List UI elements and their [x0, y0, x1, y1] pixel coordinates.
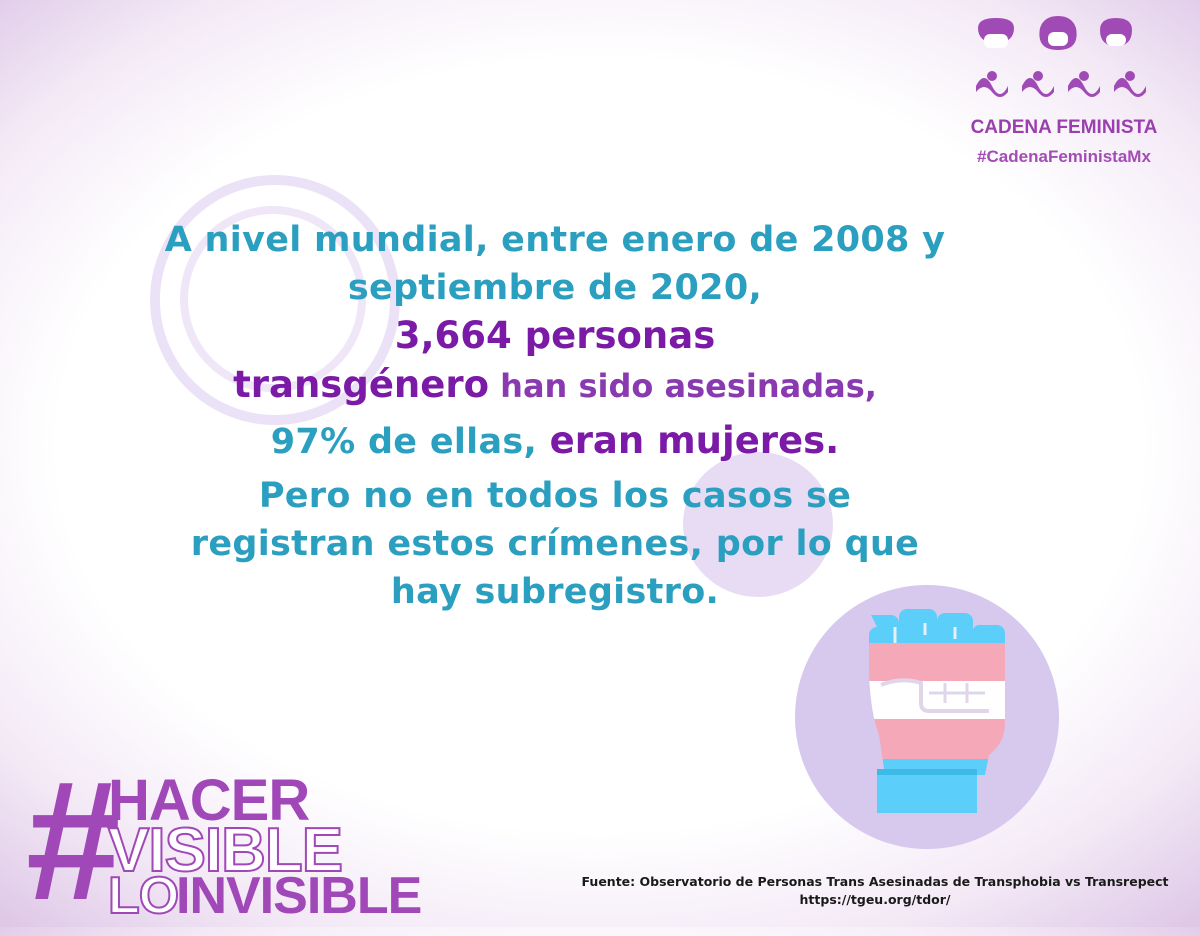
source-url: https://tgeu.org/tdor/ — [799, 892, 951, 907]
message-line-3: 3,664 personas — [394, 314, 716, 357]
message-line-4: transgénero han sido asesinadas, — [140, 360, 970, 417]
campaign-word-hacer: HACER — [108, 768, 310, 833]
message-line-8: hay subregistro. — [390, 572, 720, 612]
main-message: A nivel mundial, entre enero de 2008 y s… — [140, 216, 970, 616]
decorative-bubble — [683, 452, 833, 597]
message-line-5: 97% de ellas, eran mujeres. — [140, 417, 970, 472]
women-faces-icon — [976, 16, 1146, 97]
cadena-feminista-logo: CADENA FEMINISTA #CadenaFeministaMx — [938, 14, 1190, 166]
message-line-6: Pero no en todos los casos se — [258, 476, 852, 516]
source-citation: Fuente: Observatorio de Personas Trans A… — [560, 873, 1190, 909]
message-line-1: A nivel mundial, entre enero de 2008 y — [164, 220, 946, 260]
decorative-ring-outer — [150, 175, 400, 425]
logo-name: CADENA FEMINISTA — [970, 117, 1158, 138]
message-line-4-rest: han sido asesinadas, — [489, 367, 877, 405]
trans-flag-fist-icon — [795, 585, 1059, 849]
campaign-word-invisible: INVISIBLE — [176, 867, 422, 925]
message-line-2: septiembre de 2020, — [347, 268, 763, 308]
decorative-ring-inner — [180, 206, 366, 392]
source-text: Fuente: Observatorio de Personas Trans A… — [581, 874, 1169, 889]
message-line-7: registran estos crímenes, por lo que — [190, 524, 920, 564]
campaign-word-visible: VISIBLE — [107, 816, 344, 885]
campaign-word-lo: LO — [107, 867, 180, 925]
campaign-hash-symbol: # — [26, 746, 121, 936]
highlight-eran-mujeres: eran mujeres. — [549, 419, 840, 462]
logo-hashtag: #CadenaFeministaMx — [977, 147, 1151, 166]
highlight-transgenero: transgénero — [233, 363, 490, 406]
message-line-5-start: 97% de ellas, — [270, 422, 550, 462]
